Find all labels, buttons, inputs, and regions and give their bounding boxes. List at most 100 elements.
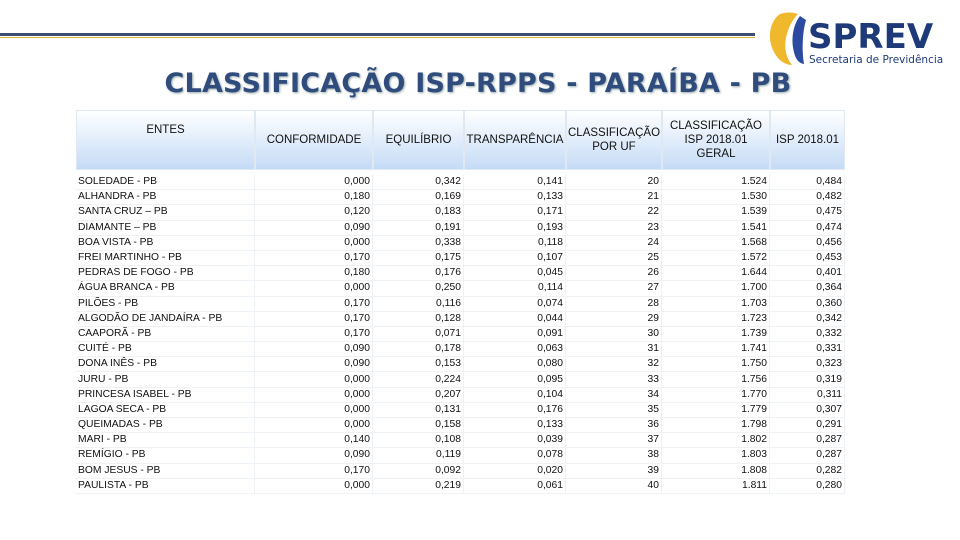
table-cell: 0,453 [770,250,845,267]
table-row: DONA INÊS - PB 0,090 0,153 0,080 32 1.750 0,32… [76,357,845,373]
header-rule-accent [0,37,755,38]
table-row: DIAMANTE – PB 0,090 0,191 0,193 23 1.541 0,474 [76,220,845,236]
table-cell: 0,080 [464,357,566,373]
table-cell: 0,044 [464,311,566,327]
entity-name: PILÕES - PB [76,296,255,312]
header-row: ENTES CONFORMIDADE EQUILÍBRIO TRANSPARÊNCIA… [76,110,845,170]
table-cell: 1.700 [662,281,770,297]
table-cell: 40 [566,478,662,494]
table-cell: 0,118 [464,235,566,251]
table-cell: 0,456 [770,235,845,251]
table-cell: 0,039 [464,433,566,449]
logo-shield-inner [792,16,806,64]
entity-name: ALGODÃO DE JANDAÍRA - PB [76,311,255,327]
table-row: PILÕES - PB 0,170 0,116 0,074 28 1.703 0,360 [76,296,845,312]
table-cell: 0,000 [255,372,373,388]
table-cell: 0,170 [255,326,373,343]
table-cell: 24 [566,235,662,251]
table-cell: 0,175 [373,250,464,267]
table-cell: 0,108 [373,433,464,449]
table-cell: 0,000 [255,175,373,191]
column-header: TRANSPARÊNCIA [464,110,566,170]
table-cell: 0,474 [770,220,845,236]
table-cell: 38 [566,448,662,464]
header-rule [0,33,755,36]
table-row: CAAPORÃ - PB 0,170 0,071 0,091 30 1.739 0,332 [76,326,845,343]
table-cell: 1.798 [662,418,770,434]
table-cell: 1.750 [662,357,770,373]
table-cell: 0,319 [770,372,845,388]
table-cell: 22 [566,205,662,221]
table-cell: 0,307 [770,402,845,418]
entity-name: SOLEDADE - PB [76,175,255,191]
table-cell: 0,475 [770,205,845,221]
table-row: FREI MARTINHO - PB 0,170 0,175 0,107 25 1.572… [76,250,845,267]
logo-subtitle: Secretaria de Previdência [809,54,943,66]
table-cell: 1.530 [662,190,770,206]
table-cell: 1.568 [662,235,770,251]
table-cell: 1.703 [662,296,770,312]
table-cell: 1.541 [662,220,770,236]
table-cell: 0,170 [255,250,373,267]
table-cell: 0,020 [464,463,566,479]
table-cell: 33 [566,372,662,388]
table-cell: 0,090 [255,357,373,373]
column-header: ISP 2018.01 [770,110,845,170]
table-cell: 1.808 [662,463,770,479]
table-cell: 0,107 [464,250,566,267]
table-cell: 0,401 [770,266,845,282]
table-cell: 0,153 [373,357,464,373]
table-cell: 0,342 [770,311,845,327]
table-cell: 0,311 [770,387,845,403]
table-cell: 0,000 [255,235,373,251]
table-cell: 0,364 [770,281,845,297]
entity-name: MARI - PB [76,433,255,449]
table-cell: 1.539 [662,205,770,221]
table-row: QUEIMADAS - PB 0,000 0,158 0,133 36 1.798 0,29… [76,418,845,434]
table-cell: 0,140 [255,433,373,449]
entity-name: DIAMANTE – PB [76,220,255,236]
entity-name: PAULISTA - PB [76,478,255,494]
table-cell: 39 [566,463,662,479]
table-row: PEDRAS DE FOGO - PB 0,180 0,176 0,045 26 1.64… [76,266,845,282]
table-cell: 0,090 [255,342,373,358]
slide-title: CLASSIFICAÇÃO ISP-RPPS - PARAÍBA - PB [164,68,792,99]
table-cell: 0,061 [464,478,566,494]
table-cell: 0,180 [255,266,373,282]
table-cell: 0,170 [255,296,373,312]
table-cell: 0,280 [770,478,845,494]
table-cell: 0,074 [464,296,566,312]
table-cell: 0,158 [373,418,464,434]
logo-shield [769,12,798,65]
table-cell: 0,169 [373,190,464,206]
entity-name: BOM JESUS - PB [76,463,255,479]
entity-name: CAAPORÃ - PB [76,326,255,343]
table-row: LAGOA SECA - PB 0,000 0,131 0,176 35 1.779 0,3… [76,402,845,418]
table-cell: 0,000 [255,418,373,434]
table-row: ALGODÃO DE JANDAÍRA - PB 0,170 0,128 0,044 2… [76,311,845,327]
entity-name: ALHANDRA - PB [76,190,255,206]
table-cell: 0,000 [255,387,373,403]
table-cell: 1.811 [662,478,770,494]
table-cell: 1.803 [662,448,770,464]
table-row: BOA VISTA - PB 0,000 0,338 0,118 24 1.568 0,45… [76,235,845,251]
logo-name: SPREV [808,17,934,57]
table-row: SOLEDADE - PB 0,000 0,342 0,141 20 1.524 0,484 [76,175,845,191]
table-cell: 0,338 [373,235,464,251]
table-cell: 0,224 [373,372,464,388]
entity-name: QUEIMADAS - PB [76,418,255,434]
table-cell: 0,133 [464,190,566,206]
table-cell: 27 [566,281,662,297]
table-cell: 0,331 [770,342,845,358]
table-cell: 1.756 [662,372,770,388]
table-cell: 0,000 [255,402,373,418]
table-row: CUITÉ - PB 0,090 0,178 0,063 31 1.741 0,331 [76,342,845,358]
table-cell: 0,250 [373,281,464,297]
table-cell: 0,170 [255,311,373,327]
table-cell: 26 [566,266,662,282]
table-cell: 0,291 [770,418,845,434]
table-cell: 0,342 [373,175,464,191]
table-cell: 0,092 [373,463,464,479]
entity-name: DONA INÊS - PB [76,357,255,373]
table-row: PAULISTA - PB 0,000 0,219 0,061 40 1.811 0,280 [76,478,845,494]
